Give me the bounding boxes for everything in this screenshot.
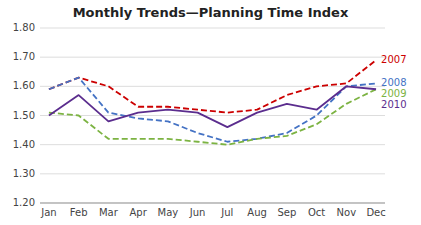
grid-line [40,86,385,87]
chart: Monthly Trends—Planning Time Index1.201.… [0,0,421,225]
y-tick-label: 1.30 [13,168,35,179]
x-tick-label: Jul [220,207,233,218]
series-line [49,86,376,127]
grid-line [40,115,385,116]
x-tick-label: Apr [129,207,147,218]
series-label: 2010 [381,99,406,110]
x-tick-label: Sep [277,207,296,218]
y-tick-label: 1.50 [13,110,35,121]
x-tick-label: Dec [366,207,385,218]
x-tick-label: Feb [70,207,88,218]
x-tick-label: Nov [337,207,357,218]
grid-line [40,144,385,145]
y-axis: 1.20 1.30 1.40 1.50 1.60 1.70 1.80 [13,22,385,208]
lines [49,60,376,145]
y-tick-label: 1.70 [13,51,35,62]
x-tick-label: Jan [40,207,56,218]
series-line [49,78,376,142]
series-label: 2008 [381,77,406,88]
x-axis: Jan Feb Mar Apr May Jun Jul Aug Sep Oct Nov Dec [40,203,386,218]
series-label: 2007 [381,54,406,65]
series-line [49,89,376,144]
grid-line [40,173,385,174]
x-tick-label: Aug [247,207,267,218]
grid-line [40,57,385,58]
y-tick-label: 1.40 [13,139,35,150]
y-tick-label: 1.80 [13,22,35,33]
x-tick-label: Jun [189,207,206,218]
y-tick-label: 1.20 [13,197,35,208]
grid-line [40,203,385,204]
title: Monthly Trends—Planning Time Index [73,5,349,20]
y-tick-label: 1.60 [13,80,35,91]
x-tick-label: May [158,207,179,218]
series-label: 2009 [381,88,406,99]
x-tick-label: Mar [99,207,119,218]
x-axis-line [40,203,385,204]
grid-line [40,28,385,29]
x-tick-label: Oct [308,207,325,218]
series-labels: 2007 200820092010 [381,54,406,110]
